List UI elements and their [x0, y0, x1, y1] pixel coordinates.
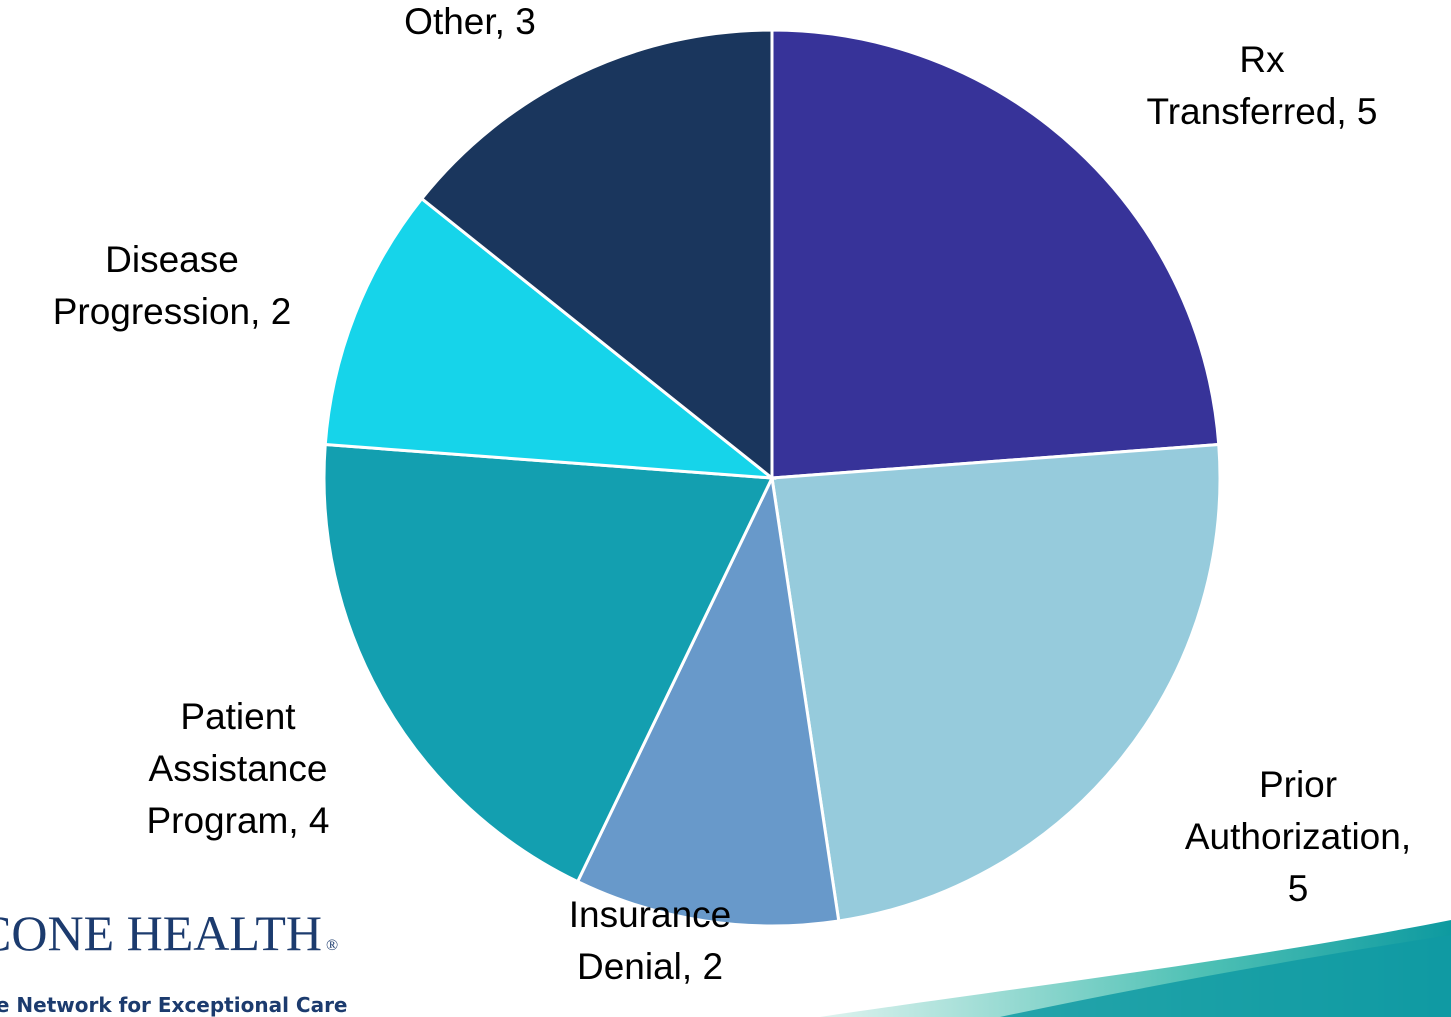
slice-label: Disease Progression, 2	[52, 239, 292, 332]
pie-slice	[770, 28, 1221, 480]
slice-label: Prior Authorization, 5	[1184, 764, 1412, 909]
slice-label: Patient Assistance Program, 4	[146, 696, 330, 841]
pie-slice	[322, 442, 775, 884]
slice-label: Rx Transferred, 5	[1146, 39, 1378, 132]
slice-label: Other, 3	[404, 1, 536, 42]
slice-label: Insurance Denial, 2	[568, 894, 732, 987]
pie-slice	[323, 196, 777, 480]
pie-slice	[575, 472, 841, 928]
pie	[322, 28, 1222, 928]
pie-slice	[419, 28, 774, 482]
swoosh	[1000, 935, 1451, 1017]
logo-name: CONE HEALTH ®	[0, 905, 338, 961]
pie-slice	[770, 442, 1222, 923]
logo-mark: ®	[326, 937, 338, 954]
logo-name-text: CONE HEALTH	[0, 905, 322, 961]
logo-tagline: The Network for Exceptional Care	[0, 993, 348, 1017]
